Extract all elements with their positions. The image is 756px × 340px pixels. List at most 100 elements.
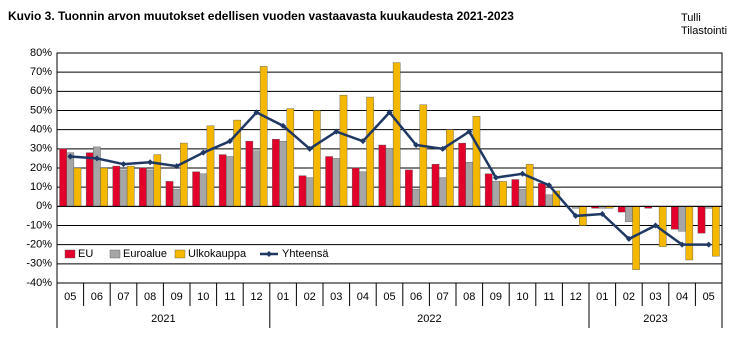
chart-title: Kuvio 3. Tuonnin arvon muutokset edellis… <box>8 9 514 23</box>
bar <box>313 110 321 207</box>
x-tick-label: 09 <box>171 291 183 303</box>
line-marker <box>652 222 659 229</box>
legend-box <box>61 246 286 262</box>
bar <box>492 181 500 207</box>
x-tick-label: 05 <box>64 291 76 303</box>
x-tick-label: 10 <box>516 291 528 303</box>
source-line: Tulli <box>681 12 701 24</box>
bar <box>545 194 553 207</box>
x-tick-label: 09 <box>490 291 502 303</box>
bar <box>518 188 527 207</box>
bar <box>511 179 520 207</box>
bar <box>378 144 387 207</box>
bar <box>119 169 128 207</box>
bar <box>85 152 94 207</box>
x-tick-label: 01 <box>277 291 289 303</box>
y-tick-label: -30% <box>26 258 52 270</box>
bar <box>59 148 67 207</box>
legend-swatch <box>266 251 272 257</box>
line-marker <box>546 182 553 189</box>
bar <box>325 156 333 207</box>
bar <box>525 163 534 207</box>
bar <box>112 165 121 207</box>
line-marker <box>386 109 393 116</box>
bar <box>617 206 626 213</box>
bar <box>279 140 287 207</box>
bar <box>146 169 154 207</box>
x-tick-label: 02 <box>623 291 635 303</box>
bar <box>359 171 367 207</box>
legend-label: Ulkokauppa <box>188 248 247 260</box>
x-tick-label: 03 <box>649 291 661 303</box>
line-marker <box>333 128 340 135</box>
x-tick-label: 07 <box>437 291 449 303</box>
bar <box>245 140 254 207</box>
x-tick-label: 06 <box>410 291 422 303</box>
x-tick-label: 11 <box>543 291 554 303</box>
x-tick-label: 01 <box>596 291 608 303</box>
source-line: Tilastointi <box>681 25 727 37</box>
bar <box>405 169 413 207</box>
bar <box>172 188 181 207</box>
bar <box>685 206 694 261</box>
y-tick-label: -20% <box>26 239 52 251</box>
x-tick-label: 05 <box>383 291 395 303</box>
bar <box>412 188 420 207</box>
bar <box>538 183 546 207</box>
line-marker <box>226 138 233 145</box>
bar <box>392 62 401 207</box>
line-marker <box>147 159 154 166</box>
bar <box>678 206 686 232</box>
y-tick-label: -40% <box>26 277 52 289</box>
legend-label: EU <box>78 248 93 260</box>
bar <box>180 142 188 207</box>
bar <box>298 175 307 207</box>
group-label: 2022 <box>417 313 441 325</box>
y-tick-label: 60% <box>30 85 52 97</box>
line-marker <box>519 170 526 177</box>
x-tick-label: 12 <box>570 291 582 303</box>
bar <box>259 66 268 207</box>
bar <box>351 167 360 207</box>
bar <box>192 171 200 207</box>
bar <box>126 165 135 207</box>
x-tick-label: 07 <box>117 291 129 303</box>
bar <box>458 142 466 207</box>
line-marker <box>306 145 313 152</box>
x-tick-label: 02 <box>304 291 316 303</box>
bar <box>305 177 314 207</box>
bar <box>431 163 440 207</box>
bar <box>712 206 720 257</box>
bar <box>366 96 374 207</box>
line-marker <box>625 235 632 242</box>
bar <box>671 206 679 230</box>
y-tick-label: 80% <box>30 47 52 59</box>
bar <box>206 125 215 207</box>
bar <box>218 154 227 207</box>
line-marker <box>93 155 100 162</box>
legend-swatch <box>64 249 76 259</box>
bar <box>252 150 261 207</box>
bar <box>499 181 507 207</box>
bar <box>385 148 394 207</box>
plot-border <box>56 52 723 284</box>
bar <box>472 116 481 207</box>
line-marker <box>359 138 366 145</box>
line-marker <box>253 109 260 116</box>
line-marker <box>466 128 473 135</box>
bar <box>66 152 75 207</box>
bar <box>139 167 147 207</box>
bar <box>286 108 295 207</box>
bar <box>272 139 280 207</box>
x-tick-label: 04 <box>676 291 688 303</box>
bar <box>658 206 667 247</box>
bar <box>697 206 706 234</box>
line-marker <box>439 145 446 152</box>
line-marker <box>413 142 420 148</box>
line-marker <box>173 163 180 170</box>
bars <box>59 62 720 270</box>
bar <box>339 94 348 207</box>
x-tick-label: 10 <box>197 291 209 303</box>
bar <box>438 177 447 207</box>
line-marker <box>492 174 499 181</box>
